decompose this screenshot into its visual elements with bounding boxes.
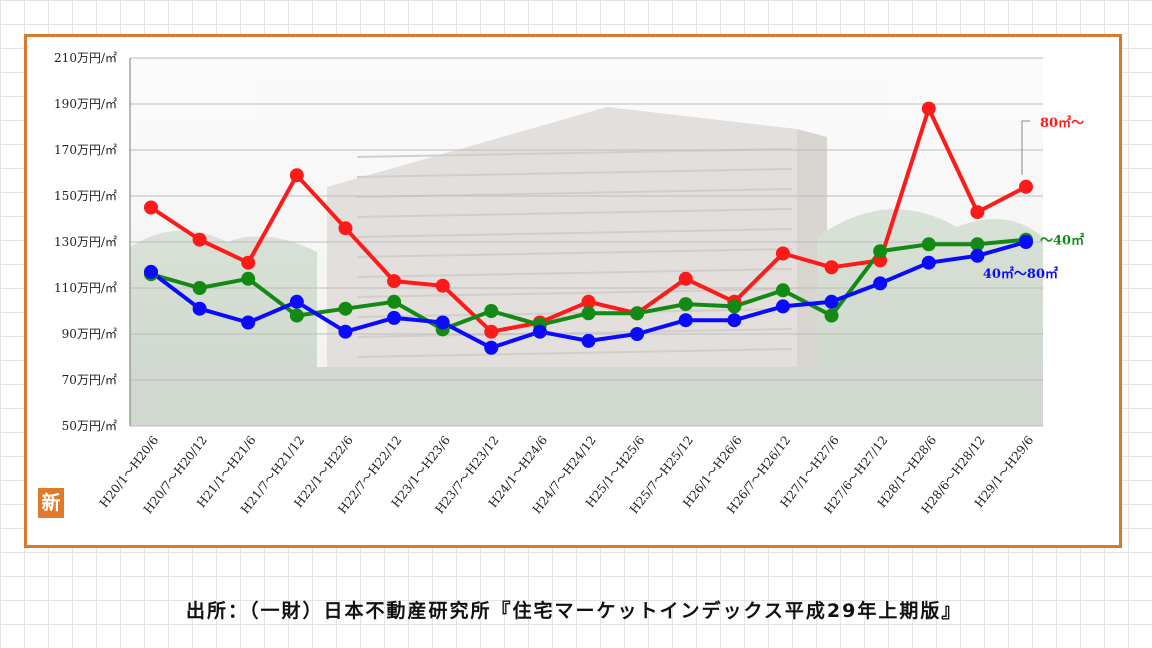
data-point [921, 101, 936, 116]
data-point [241, 315, 256, 330]
data-point [824, 308, 839, 323]
y-tick-label: 130万円/㎡ [54, 235, 117, 249]
data-point [824, 294, 839, 309]
data-point [289, 308, 304, 323]
data-point [921, 237, 936, 252]
y-tick-label: 50万円/㎡ [62, 419, 117, 433]
new-badge-text: 新 [41, 492, 61, 514]
data-point [630, 327, 645, 341]
data-point [678, 297, 693, 312]
series-label-80: 80㎡～ [1040, 115, 1084, 131]
data-point [484, 340, 499, 355]
data-point [144, 200, 158, 215]
y-tick-label: 90万円/㎡ [62, 327, 117, 341]
data-point [581, 333, 596, 348]
data-point [581, 306, 596, 321]
data-point [289, 168, 304, 183]
data-point [435, 315, 450, 330]
y-tick-label: 190万円/㎡ [54, 97, 117, 111]
data-point [678, 313, 693, 328]
data-point [144, 264, 158, 279]
data-point [970, 237, 985, 252]
data-point [192, 281, 207, 295]
data-point [192, 232, 207, 247]
data-point [484, 304, 499, 318]
data-point [873, 244, 888, 259]
y-tick-label: 210万円/㎡ [54, 51, 117, 65]
data-point [484, 324, 499, 339]
data-point [532, 324, 547, 339]
data-point [727, 313, 742, 328]
data-point [435, 278, 450, 293]
series-label-40-80: 40㎡～80㎡ [983, 266, 1058, 282]
data-point [581, 294, 596, 309]
y-tick-label: 170万円/㎡ [54, 143, 117, 157]
data-point [824, 260, 839, 275]
data-point [873, 276, 888, 291]
data-point [241, 255, 256, 270]
y-tick-label: 150万円/㎡ [54, 189, 117, 203]
data-point [387, 310, 402, 325]
data-point [1019, 179, 1033, 194]
data-point [1019, 235, 1033, 249]
data-point [678, 271, 693, 286]
data-point [970, 205, 985, 220]
source-note: 出所：（一財）日本不動産研究所『住宅マーケットインデックス平成29年上期版』 [186, 600, 963, 622]
y-tick-label: 110万円/㎡ [54, 281, 117, 295]
data-point [338, 221, 353, 236]
data-point [192, 301, 207, 316]
data-point [289, 294, 304, 309]
data-point [387, 294, 402, 309]
data-point [387, 274, 402, 289]
new-badge: 新 [38, 488, 64, 518]
data-point [630, 306, 645, 321]
chart-frame: 210万円/㎡ 190万円/㎡ 170万円/㎡ 150万円/㎡ 130万円/㎡ 110万円… [24, 34, 1122, 548]
series-label-40: ～40㎡ [1040, 233, 1084, 249]
data-point [775, 299, 790, 314]
callout-line [1021, 120, 1030, 175]
data-point [970, 248, 985, 263]
data-point [775, 283, 790, 298]
data-point [338, 301, 353, 316]
y-tick-label: 70万円/㎡ [62, 373, 117, 387]
data-point [921, 255, 936, 270]
data-point [727, 299, 742, 314]
data-point [241, 271, 256, 286]
data-point [775, 246, 790, 261]
data-point [338, 324, 353, 339]
line-chart: 210万円/㎡ 190万円/㎡ 170万円/㎡ 150万円/㎡ 130万円/㎡ 110万円… [54, 51, 1084, 516]
